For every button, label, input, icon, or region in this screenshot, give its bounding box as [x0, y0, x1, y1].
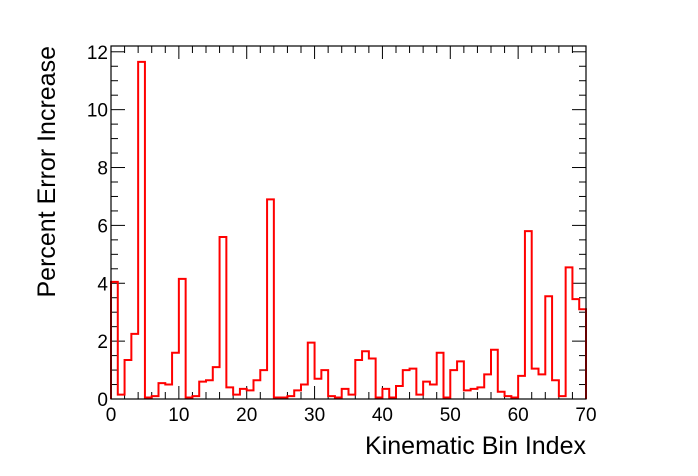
- x-tick-label: 20: [236, 405, 257, 426]
- x-tick-label: 10: [168, 405, 189, 426]
- x-tick-label: 70: [575, 405, 596, 426]
- y-tick-label: 10: [87, 101, 108, 122]
- x-tick-label: 60: [508, 405, 529, 426]
- x-tick-label: 40: [372, 405, 393, 426]
- x-tick-label: 30: [304, 405, 325, 426]
- x-axis-title: Kinematic Bin Index: [365, 432, 586, 460]
- y-tick-label: 4: [97, 274, 108, 295]
- y-tick-label: 12: [87, 43, 108, 64]
- y-tick-label: 6: [97, 216, 108, 237]
- y-axis-title: Percent Error Increase: [33, 46, 61, 298]
- histogram-series-line: [110, 60, 587, 399]
- y-tick-label: 8: [97, 159, 108, 180]
- y-tick-label: 0: [97, 390, 108, 411]
- x-tick-label: 50: [440, 405, 461, 426]
- y-tick-label: 2: [97, 332, 108, 353]
- plot-frame: [110, 45, 587, 400]
- tick-labels: 0 10 20 30 40 50 60 70 0 2 4 6 8 10 12: [87, 43, 597, 426]
- axis-ticks: [110, 46, 587, 400]
- x-tick-label: 0: [106, 405, 117, 426]
